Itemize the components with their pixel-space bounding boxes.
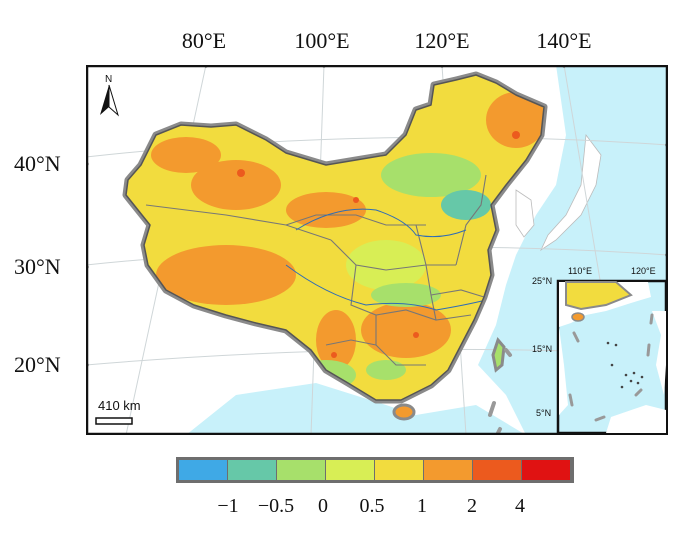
inset-dash-1 bbox=[572, 331, 580, 343]
korea-peninsula bbox=[515, 189, 535, 238]
inset-lat-5n: 5°N bbox=[536, 408, 551, 418]
inset-island-7 bbox=[636, 381, 640, 385]
province-line-6 bbox=[415, 224, 437, 321]
lon-label-100e: 100°E bbox=[294, 28, 350, 53]
legend-swatch-6 bbox=[473, 460, 521, 480]
inset-island-1 bbox=[606, 341, 610, 345]
lat-label-30n: 30°N bbox=[14, 254, 61, 279]
legend-swatch-4 bbox=[375, 460, 423, 480]
legend-swatch-3 bbox=[326, 460, 374, 480]
legend-label-2: 0 bbox=[318, 495, 328, 517]
hotspot-5 bbox=[353, 197, 359, 203]
inset-island-5 bbox=[629, 379, 633, 383]
inset-island-9 bbox=[640, 375, 644, 379]
inset-china-coast bbox=[565, 281, 633, 311]
inset-dash-4 bbox=[634, 388, 643, 397]
legend-label-5: 2 bbox=[467, 495, 477, 517]
legend-label-0: −1 bbox=[217, 495, 239, 517]
hainan-island bbox=[392, 403, 416, 421]
legend-swatch-5 bbox=[424, 460, 472, 480]
inset-dash-3 bbox=[594, 415, 606, 422]
inset-island-4 bbox=[624, 373, 628, 377]
legend-label-1: −0.5 bbox=[257, 495, 295, 517]
scale-bar bbox=[95, 417, 133, 425]
inset-dash-5 bbox=[646, 343, 651, 357]
province-line-7 bbox=[455, 174, 487, 266]
sea-south bbox=[186, 383, 526, 435]
province-line-9 bbox=[430, 289, 485, 298]
inset-lat-15n: 15°N bbox=[532, 344, 552, 354]
scale-bar-label: 410 km bbox=[98, 398, 141, 413]
zone-xinjiang-south bbox=[191, 160, 281, 210]
inset-map: 110°E 120°E 25°N 15°N 5°N bbox=[532, 266, 668, 435]
zone-inner-mongolia bbox=[381, 153, 481, 197]
zone-tibet bbox=[156, 245, 296, 305]
zone-southwest bbox=[316, 310, 356, 370]
lon-label-120e: 120°E bbox=[414, 28, 470, 53]
zone-guangxi bbox=[366, 360, 406, 380]
zone-xinjiang-north bbox=[151, 137, 221, 173]
legend-label-6: 4 bbox=[515, 495, 525, 517]
inset-borneo bbox=[606, 405, 666, 433]
legend-label-4: 1 bbox=[417, 495, 427, 517]
province-line-3 bbox=[330, 239, 456, 271]
inset-island-6 bbox=[632, 371, 636, 375]
legend-colorbar bbox=[176, 457, 574, 483]
river-yellow bbox=[295, 208, 467, 238]
inset-lon-110e: 110°E bbox=[568, 266, 592, 276]
map-border bbox=[86, 65, 668, 435]
map-frame: 410 km N bbox=[86, 65, 668, 435]
dash-line-3 bbox=[504, 348, 512, 357]
dash-line-2 bbox=[496, 427, 502, 435]
legend-swatch-1 bbox=[228, 460, 276, 480]
inset-dash-6 bbox=[649, 313, 654, 325]
inset-hainan bbox=[571, 312, 585, 322]
inset-lat-25n: 25°N bbox=[532, 276, 552, 286]
hotspot-3 bbox=[413, 332, 419, 338]
inset-island-2 bbox=[614, 343, 618, 347]
province-line-5 bbox=[375, 315, 426, 366]
zone-qinghai bbox=[286, 192, 366, 228]
inset-island-8 bbox=[620, 385, 624, 389]
province-line-2 bbox=[285, 214, 426, 226]
lon-label-80e: 80°E bbox=[181, 28, 227, 53]
zone-yangtze bbox=[371, 283, 441, 307]
zone-north-china bbox=[441, 190, 491, 220]
lat-label-20n: 20°N bbox=[14, 352, 61, 377]
inset-lon-120e: 120°E bbox=[631, 266, 656, 276]
legend-swatch-2 bbox=[277, 460, 325, 480]
lat-label-40n: 40°N bbox=[14, 151, 61, 176]
north-arrow-icon: N bbox=[100, 74, 119, 117]
north-arrow-label: N bbox=[105, 74, 112, 85]
legend-label-3: 0.5 bbox=[359, 495, 385, 517]
province-line-4 bbox=[350, 264, 472, 321]
inset-island-3 bbox=[610, 363, 614, 367]
inset-philippines bbox=[652, 311, 666, 395]
province-line-8 bbox=[325, 339, 377, 346]
dash-line-1 bbox=[488, 401, 496, 417]
inset-vietnam bbox=[559, 327, 568, 415]
lon-label-140e: 140°E bbox=[536, 28, 592, 53]
inset-dash-2 bbox=[568, 393, 574, 407]
legend-swatch-7 bbox=[522, 460, 570, 480]
china-border bbox=[125, 74, 545, 401]
zone-south-central bbox=[361, 302, 451, 358]
province-line-1 bbox=[145, 204, 332, 241]
taiwan-island bbox=[491, 337, 506, 373]
hotspot-2 bbox=[512, 131, 520, 139]
river-yangtze bbox=[285, 264, 487, 311]
zone-northeast bbox=[486, 92, 544, 148]
zone-central bbox=[346, 240, 426, 290]
hotspot-4 bbox=[331, 352, 337, 358]
legend-swatch-0 bbox=[179, 460, 227, 480]
hotspot-1 bbox=[237, 169, 245, 177]
japan-landmass bbox=[540, 133, 602, 252]
